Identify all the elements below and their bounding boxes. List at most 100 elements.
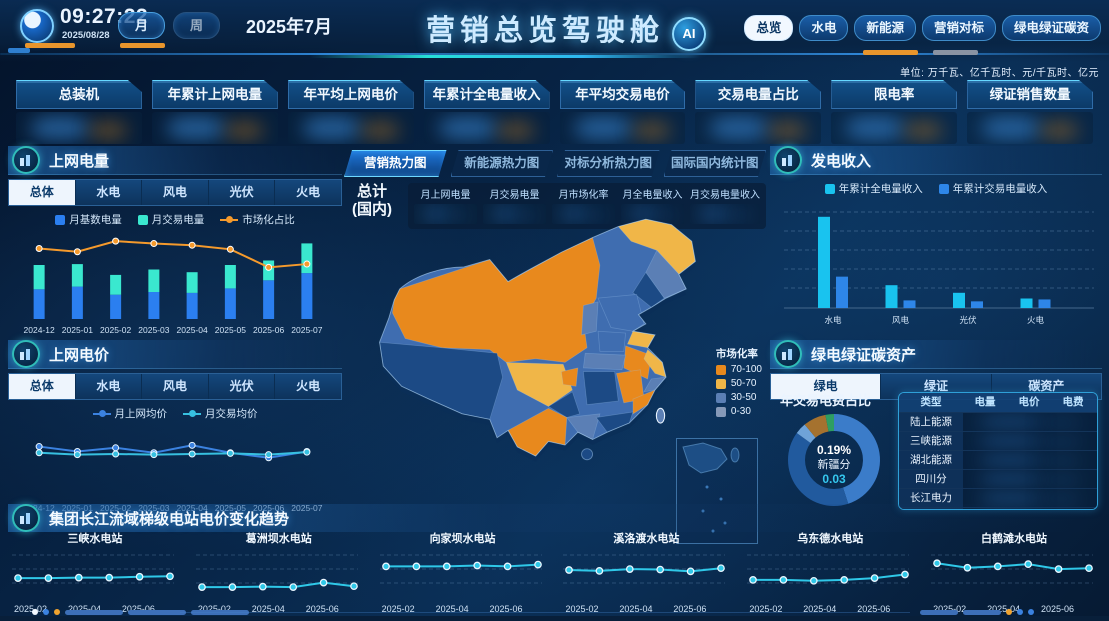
- green-table-row-values: [963, 451, 1097, 469]
- legend-label: 年累计全电量收入: [838, 183, 923, 195]
- legend-square-swatch: [824, 183, 835, 194]
- scroll-track[interactable]: [180, 612, 910, 613]
- svg-text:2025-04: 2025-04: [177, 325, 208, 335]
- green-table-row-3[interactable]: 四川分: [899, 469, 1097, 488]
- mini-chart-4: 乌东德水电站 2025-02 2025-04 2025-06: [741, 530, 919, 614]
- green-table-row-4[interactable]: 长江电力: [899, 488, 1097, 507]
- map-legend-swatch: [715, 364, 726, 375]
- period-button-0[interactable]: 月: [118, 12, 166, 39]
- period-toggle: 月周: [118, 12, 221, 39]
- nav-item-1[interactable]: 水电: [799, 15, 849, 41]
- mini-chart-2: 向家坝水电站 2025-02 2025-04 2025-06: [374, 530, 552, 614]
- decorative-line: [25, 43, 75, 48]
- map-tab-0[interactable]: 营销热力图: [344, 150, 447, 177]
- map-total-label: 总计 (国内): [344, 183, 400, 219]
- kpi-value-3: [423, 112, 550, 144]
- legend-item-0: 月基数电量: [55, 212, 122, 227]
- svg-text:新疆分: 新疆分: [818, 457, 851, 471]
- legend-line-swatch: [183, 410, 201, 417]
- map-legend: 市场化率 70-100 50-70 30-50 0-30: [715, 346, 762, 417]
- kpi-header-5[interactable]: 交易电量占比: [695, 80, 821, 109]
- kpi-header-1[interactable]: 年累计上网电量: [152, 80, 278, 109]
- mini-chart-title-2: 向家坝水电站: [429, 533, 496, 545]
- legend-label: 月基数电量: [69, 214, 122, 226]
- x-label: 2025-02: [198, 604, 252, 614]
- nav-item-3[interactable]: 营销对标: [921, 15, 996, 41]
- price-tab-4[interactable]: 火电: [275, 374, 341, 399]
- energy-tab-3[interactable]: 光伏: [208, 180, 276, 205]
- decorative-line: [8, 48, 30, 53]
- pagination-right[interactable]: [920, 609, 1034, 615]
- energy-tabs: 总体 水电 风电 光伏 火电: [8, 179, 342, 206]
- period-button-1[interactable]: 周: [173, 12, 221, 39]
- green-table-row-0[interactable]: 陆上能源: [899, 412, 1097, 431]
- kpi-header-2[interactable]: 年平均上网电价: [288, 80, 414, 109]
- map-tab-1[interactable]: 新能源热力图: [451, 150, 554, 177]
- mini-chart-title-4: 乌东德水电站: [797, 533, 864, 545]
- energy-tab-0[interactable]: 总体: [9, 180, 76, 205]
- green-table-row-2[interactable]: 湖北能源: [899, 450, 1097, 469]
- nav-item-2[interactable]: 新能源: [854, 15, 916, 41]
- bar-chart-icon: [12, 340, 40, 368]
- price-tab-2[interactable]: 风电: [142, 374, 209, 399]
- ai-assistant-button[interactable]: AI: [672, 17, 706, 51]
- green-table-header-3: 电费: [1062, 396, 1084, 408]
- kpi-header-4[interactable]: 年平均交易电价: [560, 80, 686, 109]
- map-tab-2[interactable]: 对标分析热力图: [557, 150, 660, 177]
- map-region-taiwan[interactable]: [655, 407, 666, 424]
- kpi-7: 绿证销售数量: [967, 80, 1093, 144]
- svg-text:火电: 火电: [1027, 315, 1045, 325]
- svg-text:光伏: 光伏: [959, 315, 977, 325]
- green-table-row-1[interactable]: 三峡能源: [899, 431, 1097, 450]
- nav-item-4[interactable]: 绿电绿证碳资: [1001, 15, 1101, 41]
- price-tab-3[interactable]: 光伏: [208, 374, 276, 399]
- kpi-value-7: [967, 112, 1093, 144]
- header-date: 2025/08/28: [62, 30, 110, 41]
- energy-tab-4[interactable]: 火电: [275, 180, 341, 205]
- map-stat-label-1: 月交易电量: [489, 190, 540, 201]
- kpi-3: 年累计全电量收入: [423, 80, 550, 144]
- green-table-row-values: [963, 489, 1097, 507]
- legend-square-swatch: [938, 183, 949, 194]
- green-tab-0[interactable]: 绿电: [771, 374, 882, 399]
- energy-tab-2[interactable]: 风电: [142, 180, 209, 205]
- price-tabs: 总体 水电 风电 光伏 火电: [8, 373, 342, 400]
- energy-tab-1[interactable]: 水电: [75, 180, 143, 205]
- page-title: 营销总览驾驶舱: [425, 15, 664, 47]
- china-choropleth-map[interactable]: [352, 210, 756, 513]
- kpi-header-0[interactable]: 总装机: [16, 80, 142, 109]
- price-tab-0[interactable]: 总体: [9, 374, 76, 399]
- inset-map: [682, 442, 740, 533]
- kpi-value-0: [16, 112, 142, 144]
- map-section: 营销热力图 新能源热力图 对标分析热力图 国际国内统计图 总计 (国内) 月上网电量 月…: [344, 150, 766, 544]
- decorative-line: [933, 50, 978, 55]
- svg-text:2025-01: 2025-01: [62, 325, 93, 335]
- svg-text:0.03: 0.03: [822, 472, 846, 486]
- map-tabs: 营销热力图 新能源热力图 对标分析热力图 国际国内统计图: [344, 150, 766, 177]
- bar-chart-icon: [774, 340, 802, 368]
- nav-item-0[interactable]: 总览: [744, 15, 794, 41]
- map-legend-label: 0-30: [730, 406, 751, 417]
- map-tab-3[interactable]: 国际国内统计图: [664, 150, 767, 177]
- kpi-header-7[interactable]: 绿证销售数量: [967, 80, 1093, 109]
- x-label: 2025-06: [673, 604, 707, 614]
- svg-text:水电: 水电: [824, 315, 842, 325]
- map-stat-col-0: 月上网电量: [414, 186, 477, 224]
- kpi-value-1: [151, 112, 278, 144]
- kpi-value-5: [695, 112, 822, 144]
- map-region-hainan[interactable]: [581, 448, 594, 461]
- green-table-row-label: 长江电力: [899, 489, 963, 507]
- kpi-header-3[interactable]: 年累计全电量收入: [424, 80, 550, 109]
- svg-text:2025-05: 2025-05: [215, 325, 246, 335]
- price-tab-1[interactable]: 水电: [75, 374, 143, 399]
- kpi-header-6[interactable]: 限电率: [831, 80, 957, 109]
- pagination-left[interactable]: [32, 609, 249, 615]
- map-stat-value-2: [552, 204, 615, 224]
- kpi-row: 总装机 年累计上网电量 年平均上网电价 年累计全电量收入 年平均交易电价 交易电量占比 限电…: [16, 80, 1093, 144]
